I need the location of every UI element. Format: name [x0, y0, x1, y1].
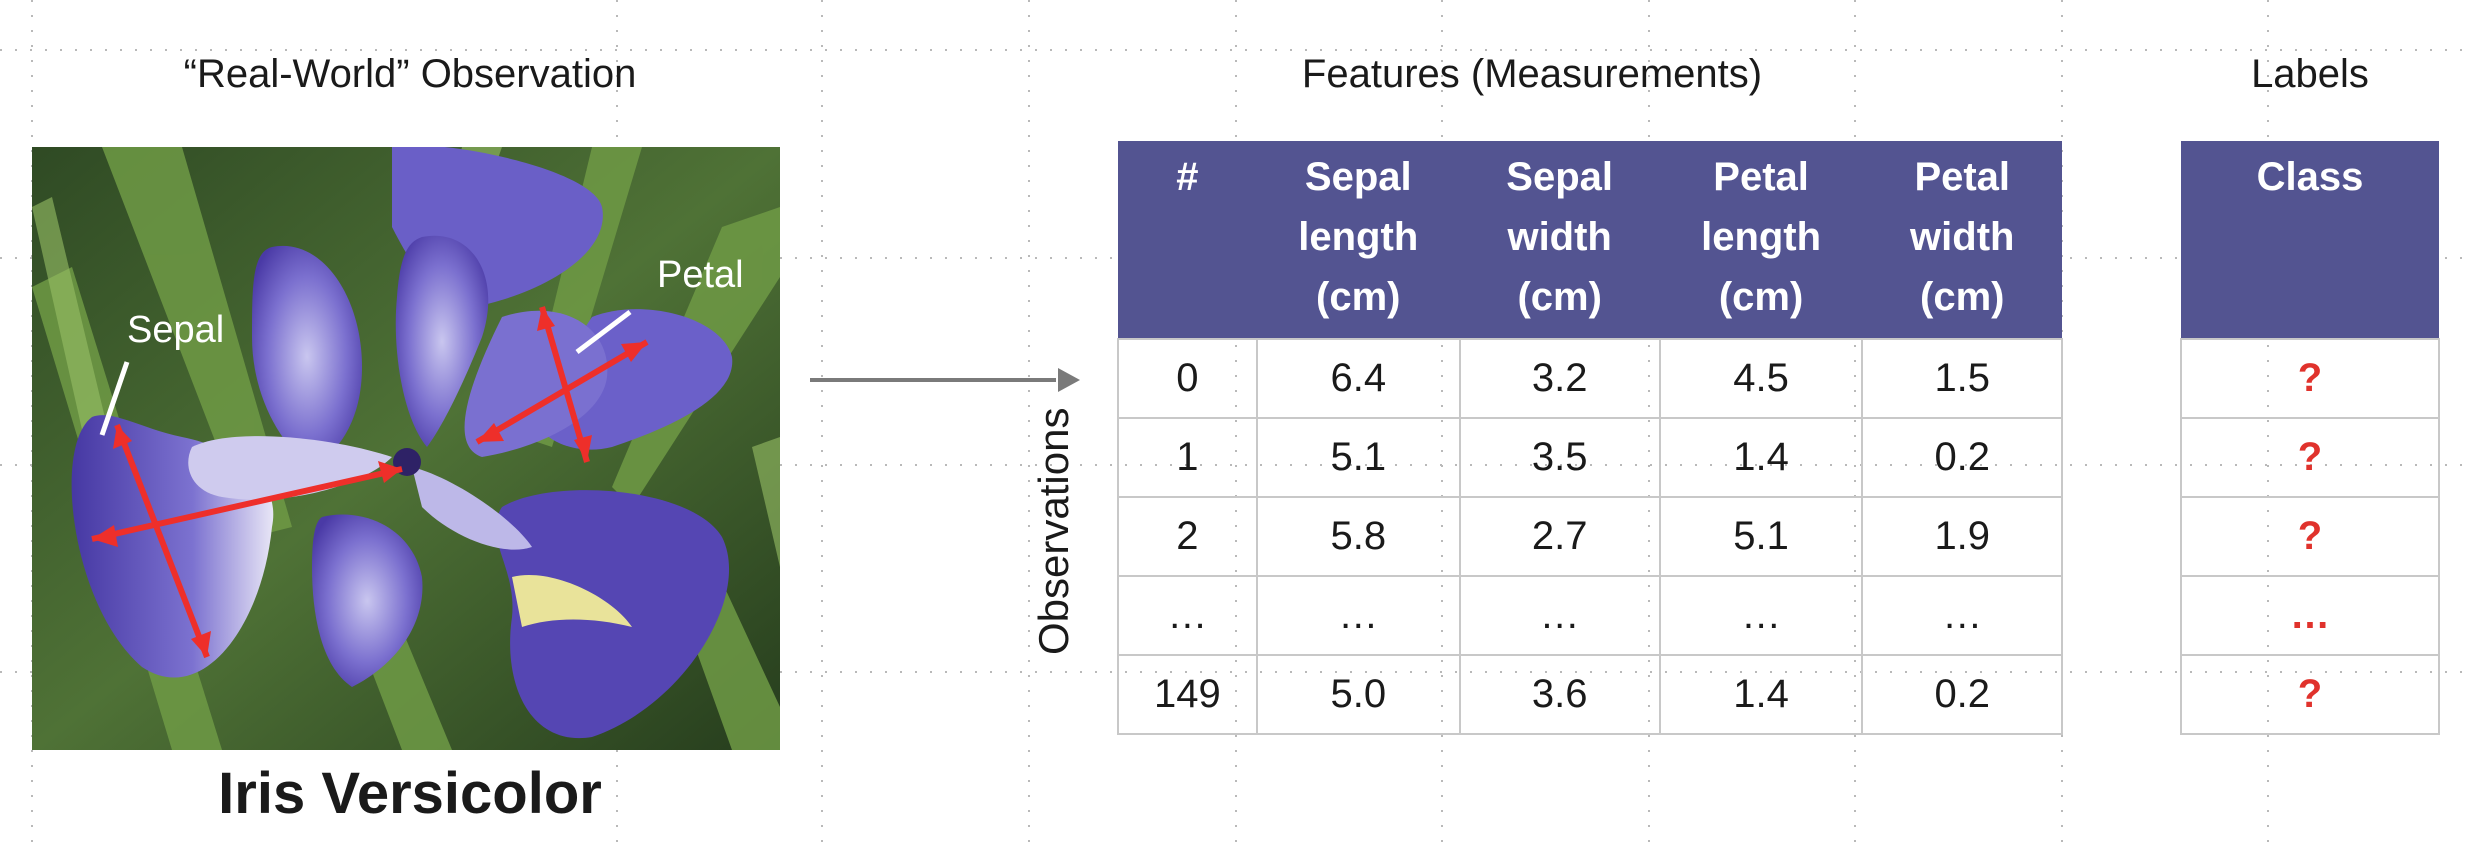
features-column-header: Sepal width (cm) — [1459, 141, 1660, 339]
table-cell: 2.7 — [1458, 496, 1661, 577]
observation-heading: “Real-World” Observation — [183, 52, 637, 96]
table-row: ? — [2180, 654, 2440, 735]
table-cell: 1.9 — [1861, 496, 2063, 577]
table-cell: 3.2 — [1458, 338, 1661, 419]
table-cell: 1.4 — [1658, 654, 1864, 735]
table-cell: 3.6 — [1458, 654, 1661, 735]
labels-heading: Labels — [2251, 52, 2369, 96]
table-row: ? — [2180, 417, 2440, 498]
features-column-header: Sepal length (cm) — [1256, 141, 1460, 339]
table-row: ? — [2180, 496, 2440, 577]
class-label-cell: ? — [2180, 654, 2440, 735]
table-cell: 0.2 — [1861, 654, 2063, 735]
table-cell: … — [1658, 575, 1864, 656]
table-cell: 1 — [1117, 417, 1258, 498]
table-row: 0 6.4 3.2 4.5 1.5 — [1117, 338, 2063, 419]
table-row: 1 5.1 3.5 1.4 0.2 — [1117, 417, 2063, 498]
class-column-header: Class — [2181, 141, 2439, 339]
features-column-header: # — [1118, 141, 1257, 339]
class-label-cell: ? — [2180, 417, 2440, 498]
table-cell: 5.1 — [1658, 496, 1864, 577]
table-cell: … — [1861, 575, 2063, 656]
table-cell: 3.5 — [1458, 417, 1661, 498]
table-row: 2 5.8 2.7 5.1 1.9 — [1117, 496, 2063, 577]
table-row: …………… — [1117, 575, 2063, 656]
table-cell: 149 — [1117, 654, 1258, 735]
table-cell: 4.5 — [1658, 338, 1864, 419]
table-cell: 5.1 — [1255, 417, 1461, 498]
petal-label: Petal — [657, 254, 744, 296]
flow-arrow-icon — [810, 368, 1080, 392]
table-cell: 0 — [1117, 338, 1258, 419]
labels-header-row: Class — [2181, 141, 2439, 339]
table-cell: 1.5 — [1861, 338, 2063, 419]
table-cell: … — [1458, 575, 1661, 656]
table-cell: 6.4 — [1255, 338, 1461, 419]
features-heading: Features (Measurements) — [1301, 52, 1763, 96]
flower-caption: Iris Versicolor — [218, 761, 602, 826]
features-header-row: # Sepal length (cm) Sepal width (cm) Petal … — [1118, 141, 2062, 339]
table-cell: 5.0 — [1255, 654, 1461, 735]
iris-flower-photo: Sepal Petal — [32, 147, 780, 750]
table-row: ? — [2180, 338, 2440, 419]
features-table: # Sepal length (cm) Sepal width (cm) Petal … — [1117, 141, 2063, 735]
features-column-header: Petal length (cm) — [1659, 141, 1863, 339]
table-row: … — [2180, 575, 2440, 656]
table-cell: 1.4 — [1658, 417, 1864, 498]
labels-table: Class ???…? — [2180, 141, 2440, 735]
table-cell: 5.8 — [1255, 496, 1461, 577]
table-cell: … — [1255, 575, 1461, 656]
sepal-label: Sepal — [127, 309, 224, 351]
class-label-cell: ? — [2180, 338, 2440, 419]
class-label-cell: ? — [2180, 496, 2440, 577]
table-row: 149 5.0 3.6 1.4 0.2 — [1117, 654, 2063, 735]
table-cell: 2 — [1117, 496, 1258, 577]
features-column-header: Petal width (cm) — [1862, 141, 2062, 339]
table-cell: 0.2 — [1861, 417, 2063, 498]
table-cell: … — [1117, 575, 1258, 656]
class-label-cell: … — [2180, 575, 2440, 656]
